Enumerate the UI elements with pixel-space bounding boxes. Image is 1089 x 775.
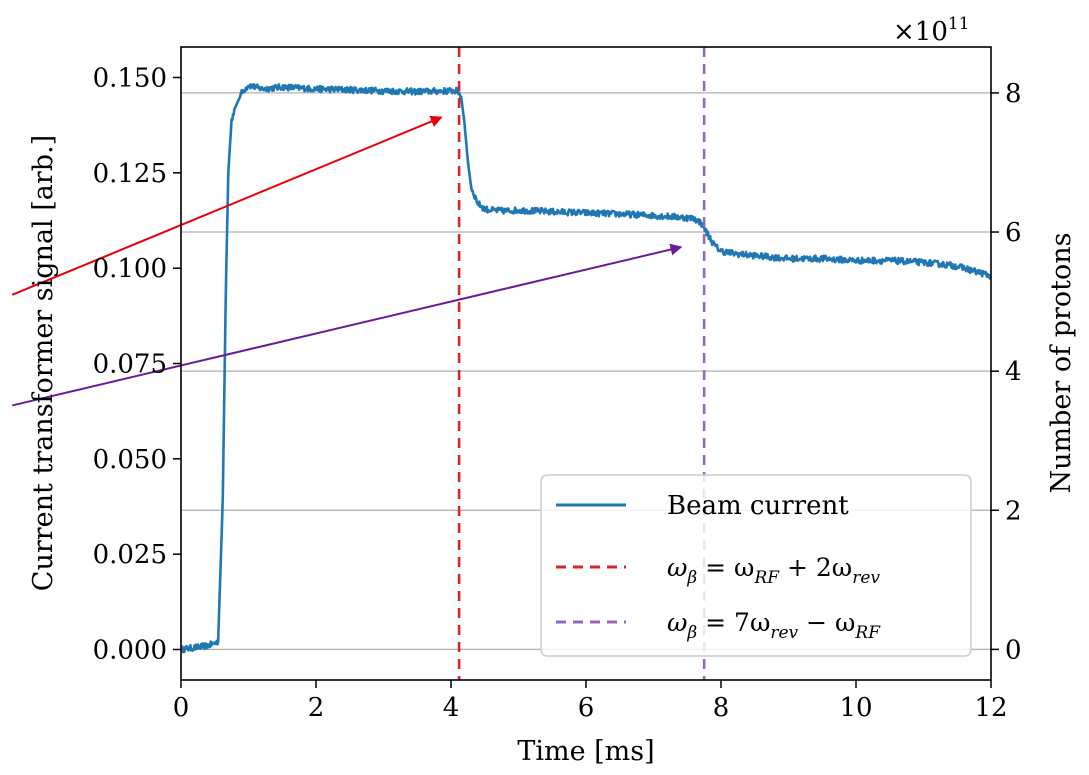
legend-label-purple-line: ωβ = 7ωrev − ωRF [667, 608, 881, 643]
y-tick-label-5: 0.125 [93, 159, 167, 189]
y2-multiplier: ×1011 [893, 14, 970, 47]
y2-tick-label-1: 2 [1005, 496, 1022, 526]
y-tick-label-1: 0.025 [93, 540, 167, 570]
y2-axis-title: Number of protons [1046, 233, 1077, 494]
x-tick-label-6: 12 [974, 693, 1007, 723]
y-tick-label-6: 0.150 [93, 64, 167, 94]
y-tick-label-0: 0.000 [93, 635, 167, 665]
x-tick-label-3: 6 [578, 693, 595, 723]
arrow-annotation-0 [11, 115, 443, 296]
y-tick-label-3: 0.075 [93, 350, 167, 380]
y2-tick-label-2: 4 [1005, 357, 1022, 387]
legend-purple-lhs: ω [667, 608, 687, 637]
x-axis-ticks: 0 2 4 6 8 10 12 [173, 680, 1008, 723]
x-tick-label-2: 4 [443, 693, 460, 723]
y2-multiplier-base: ×10 [893, 17, 948, 47]
legend-red-rf-sub: RF [753, 568, 780, 588]
y2-axis-ticks: 0 2 4 6 8 [991, 79, 1022, 665]
y2-tick-label-0: 0 [1005, 635, 1022, 665]
legend-label-red-line: ωβ = ωRF + 2ωrev [667, 553, 880, 588]
legend: Beam current ωβ = ωRF + 2ωrev ωβ = 7ωrev… [540, 474, 972, 657]
x-tick-label-4: 8 [713, 693, 730, 723]
y-tick-label-2: 0.050 [93, 445, 167, 475]
arrow-annotations [11, 115, 683, 407]
legend-purple-eq: = 7ω [697, 608, 770, 637]
series-line-0 [181, 83, 991, 654]
y2-multiplier-exponent: 11 [948, 14, 970, 34]
legend-purple-rev-sub: rev [770, 623, 798, 643]
legend-red-mid: + 2ω [779, 553, 852, 582]
x-axis-title: Time [ms] [517, 736, 654, 767]
x-tick-label-0: 0 [173, 693, 190, 723]
legend-red-lhs: ω [667, 553, 687, 582]
legend-purple-mid: − ω [798, 608, 855, 637]
series-layer [181, 83, 991, 654]
legend-purple-rf-sub: RF [854, 623, 881, 643]
x-tick-label-1: 2 [308, 693, 325, 723]
x-tick-label-5: 10 [839, 693, 872, 723]
y2-tick-label-4: 8 [1005, 79, 1022, 109]
y-axis-title: Current transformer signal [arb.] [28, 135, 59, 591]
legend-red-eq: = ω [697, 553, 754, 582]
legend-label-beam: Beam current [667, 491, 849, 521]
legend-box [540, 474, 972, 657]
y-axis-ticks: 0.000 0.025 0.050 0.075 0.100 0.125 0.150 [93, 64, 181, 665]
y2-tick-label-3: 6 [1005, 218, 1022, 248]
legend-purple-lhs-sub: β [686, 623, 697, 643]
legend-red-rev-sub: rev [852, 568, 880, 588]
y-tick-label-4: 0.100 [93, 254, 167, 284]
legend-red-lhs-sub: β [686, 568, 697, 588]
arrow-annotation-1 [12, 243, 683, 407]
